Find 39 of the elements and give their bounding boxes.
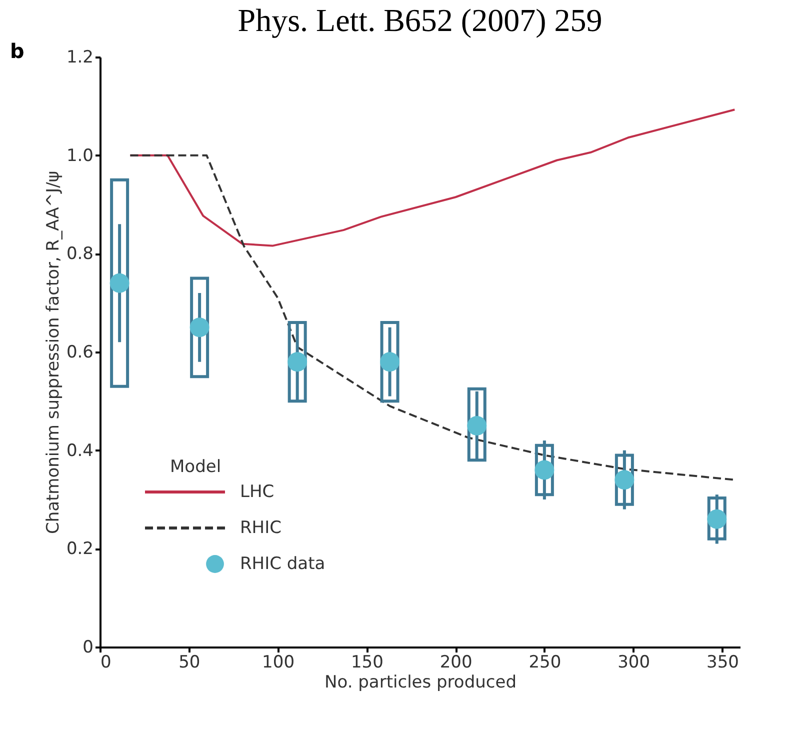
x-tick-label: 100	[262, 652, 295, 672]
y-tick-label: 0.2	[66, 539, 94, 560]
chart-title: Phys. Lett. B652 (2007) 259	[238, 2, 602, 38]
point	[380, 352, 400, 372]
y-tick-label: 0	[82, 638, 94, 658]
x-tick-label: 150	[350, 652, 384, 672]
y-tick-label: 0.6	[66, 342, 94, 362]
bar	[190, 276, 210, 378]
x-tick-label: 200	[440, 652, 472, 672]
y-tick-label: 1.2	[66, 48, 94, 68]
point	[707, 509, 727, 529]
bar	[288, 321, 307, 403]
x-tick-label: 250	[528, 652, 562, 672]
bar	[110, 178, 130, 388]
y-tick-label: 0.4	[66, 440, 94, 461]
text: b	[10, 39, 24, 63]
point	[467, 416, 487, 436]
x-axis-title: No. particles produced	[324, 672, 516, 692]
bar	[614, 454, 634, 506]
y-tick-label: 1.0	[66, 146, 94, 166]
x-tick-label: 0	[100, 652, 112, 672]
legend-label: RHIC	[240, 518, 282, 538]
bar	[380, 321, 400, 403]
point	[534, 460, 554, 480]
bar	[467, 387, 486, 462]
legend-title: Model	[170, 457, 222, 477]
x-tick-label: 300	[618, 652, 650, 672]
point	[190, 318, 210, 338]
x-tick-label: 350	[706, 652, 739, 672]
bar	[534, 444, 554, 496]
y-axis-title: Chatmonium suppression factor, R_AA^J/ψ	[43, 170, 64, 534]
point	[614, 470, 634, 490]
legend-label: RHIC data	[240, 554, 326, 574]
point	[110, 273, 130, 293]
legend-label: LHC	[240, 482, 274, 502]
x-tick-label: 50	[178, 652, 200, 672]
bar	[707, 496, 726, 540]
point	[288, 352, 308, 372]
y-tick-label: 0.8	[66, 244, 94, 264]
